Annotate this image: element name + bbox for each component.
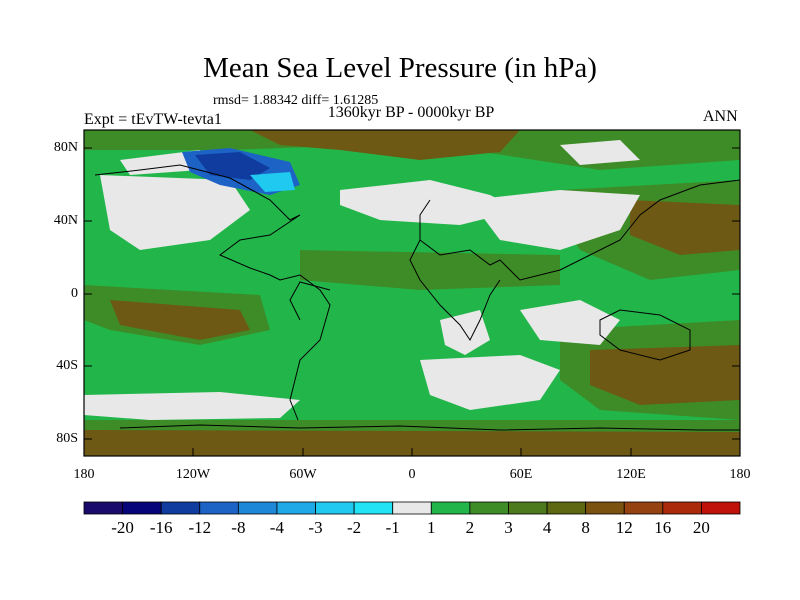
arctic-neutral <box>560 140 640 165</box>
canada-strong-negative <box>195 152 270 180</box>
chart-title: Mean Sea Level Pressure (in hPa) <box>203 52 597 84</box>
lat-label-80n: 80N <box>53 140 78 155</box>
north-atlantic-neutral <box>340 180 520 225</box>
bering-neutral <box>120 150 200 175</box>
antarctic-brown <box>84 430 740 456</box>
southern-pacific-neutral <box>84 392 300 420</box>
time-period: 1360kyr BP - 0000kyr BP <box>327 104 495 121</box>
lon-label-180w: 180 <box>73 467 95 482</box>
colorbar-tick-label: -1 <box>385 518 400 537</box>
coastlines <box>94 164 740 431</box>
colorbar-swatch <box>392 501 432 515</box>
colorbar-swatch <box>623 501 664 515</box>
axis-ticks <box>83 147 741 456</box>
colorbar-tick-label: -20 <box>111 518 134 537</box>
colorbar-swatch <box>662 501 702 515</box>
north-pacific-neutral <box>100 175 250 250</box>
colorbar-tick-label: 1 <box>427 518 436 537</box>
colorbar-tick-label: -2 <box>347 518 362 537</box>
colorbar-swatch <box>585 501 625 515</box>
lat-label-40n: 40N <box>53 213 78 228</box>
colorbar-tick-label: 20 <box>692 518 710 537</box>
canada-weak-negative <box>250 172 295 192</box>
colorbar-swatch <box>430 501 471 515</box>
asia-neutral <box>470 190 640 250</box>
lon-label-120w: 120W <box>175 467 211 482</box>
lon-label-60e: 60E <box>509 467 533 482</box>
colorbar-swatch <box>237 501 278 515</box>
colorbar-tick-label: 8 <box>581 518 590 537</box>
colorbar-tick-label: -16 <box>149 518 173 537</box>
pressure-field <box>84 130 740 456</box>
colorbar-swatch <box>469 501 509 515</box>
colorbar-tick-label: 2 <box>465 518 475 537</box>
colorbar-tick-label: -8 <box>231 518 246 537</box>
colorbar-swatch <box>315 501 355 515</box>
experiment-label: Expt = tEvTW-tevta1 <box>84 111 222 128</box>
south-atlantic-neutral <box>420 355 560 410</box>
season-label: ANN <box>703 108 738 125</box>
south-indian-brown <box>590 345 740 405</box>
colorbar-swatch <box>276 501 316 515</box>
south-pacific-brown <box>110 300 250 340</box>
colorbar-tick-label: -3 <box>308 518 323 537</box>
colorbar <box>83 501 741 515</box>
colorbar-swatch <box>122 501 162 515</box>
colorbar-tick-label: 3 <box>504 518 513 537</box>
lon-label-180e: 180 <box>729 467 751 482</box>
lat-label-40s: 40S <box>56 358 78 373</box>
arctic-brown-zone <box>250 130 520 160</box>
colorbar-tick-label: -12 <box>188 518 212 537</box>
lon-label-120e: 120E <box>616 467 646 482</box>
tropical-olive <box>300 250 560 290</box>
indian-neutral <box>520 300 620 345</box>
colorbar-tick-label: 12 <box>615 518 633 537</box>
rmsd-diff-stats: rmsd= 1.88342 diff= 1.61285 <box>213 93 379 108</box>
lon-label-60w: 60W <box>289 467 317 482</box>
lon-label-0: 0 <box>408 467 416 482</box>
colorbar-swatch <box>160 501 201 515</box>
colorbar-tick-label: -4 <box>269 518 284 537</box>
lat-label-80s: 80S <box>56 431 78 446</box>
pacific-north-brown <box>630 200 740 255</box>
colorbar-swatch <box>353 501 394 515</box>
lat-label-0: 0 <box>71 286 78 301</box>
colorbar-tick-label: 16 <box>654 518 672 537</box>
colorbar-tick-label: 4 <box>542 518 552 537</box>
colorbar-swatch <box>199 501 239 515</box>
colorbar-swatch <box>546 501 587 515</box>
colorbar-swatch <box>83 501 123 515</box>
colorbar-swatch <box>508 501 548 515</box>
colorbar-swatch <box>701 501 741 515</box>
